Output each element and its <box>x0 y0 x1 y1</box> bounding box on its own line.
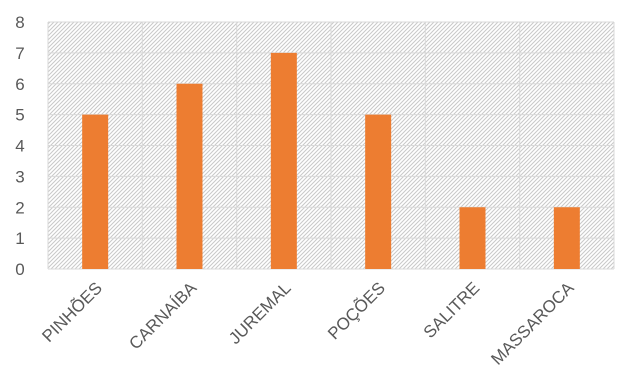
y-axis-ticks: 0 1 2 3 4 5 6 7 8 <box>15 13 24 279</box>
y-tick-label: 7 <box>15 44 24 63</box>
y-tick-label: 0 <box>15 260 24 279</box>
bar-3 <box>365 114 392 269</box>
y-tick-label: 4 <box>15 137 24 156</box>
x-axis-labels: PINHÕES CARNAÍBA JUREMAL POÇÕES SALITRE MASSA… <box>38 278 578 369</box>
y-tick-label: 6 <box>15 75 24 94</box>
bar-5 <box>553 207 580 269</box>
y-tick-label: 1 <box>15 229 24 248</box>
gridlines <box>47 21 615 270</box>
x-category-label: SALITRE <box>420 278 484 342</box>
x-category-label: MASSAROCA <box>487 278 578 369</box>
bar-0 <box>82 114 109 269</box>
y-tick-label: 3 <box>15 167 24 186</box>
y-tick-label: 2 <box>15 198 24 217</box>
bars <box>82 52 580 269</box>
x-category-label: POÇÕES <box>324 278 389 343</box>
x-category-label: CARNAÍBA <box>125 278 200 353</box>
x-category-label: JUREMAL <box>225 278 295 348</box>
bar-2 <box>270 52 297 269</box>
bar-1 <box>176 83 203 269</box>
x-category-label: PINHÕES <box>38 278 106 346</box>
y-tick-label: 5 <box>15 106 24 125</box>
bar-4 <box>459 207 486 269</box>
y-tick-label: 8 <box>15 13 24 32</box>
